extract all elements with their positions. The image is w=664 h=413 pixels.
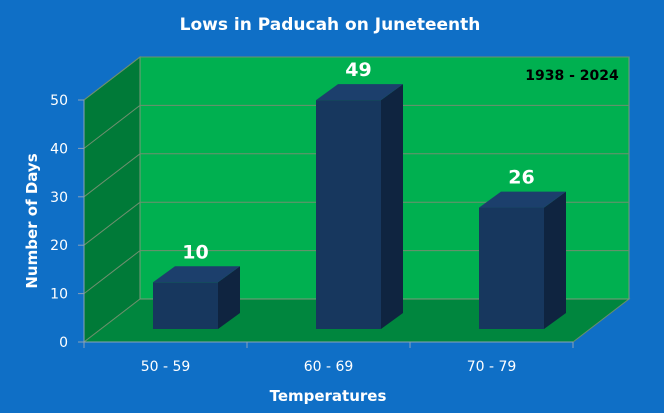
bar-top [316, 84, 403, 101]
y-axis-label: Number of Days [23, 153, 41, 288]
x-tick-label: 70 - 79 [467, 359, 517, 375]
x-tick-label: 60 - 69 [304, 359, 354, 375]
gridline [83, 153, 629, 198]
bar-side [544, 191, 566, 329]
bar: 26 [479, 167, 566, 329]
y-tick-label: 50 [50, 93, 68, 109]
x-tick-label: 50 - 59 [141, 359, 191, 375]
bars: 10 49 26 [153, 59, 566, 330]
bar: 49 [316, 59, 403, 330]
axes [78, 99, 574, 348]
bar-front [479, 207, 544, 329]
bar-front [316, 100, 381, 330]
chart-title: Lows in Paducah on Juneteenth [180, 15, 481, 35]
bar-front [153, 282, 218, 329]
bar-side [218, 266, 240, 329]
gridline [83, 250, 629, 294]
y-tick-label: 20 [50, 238, 68, 254]
y-tick-label: 30 [50, 190, 68, 206]
y-tick-label: 40 [50, 141, 68, 157]
bar-top [153, 266, 240, 283]
y-tick-label: 10 [50, 287, 68, 303]
side-wall [83, 55, 141, 344]
x-axis-label: Temperatures [270, 387, 387, 405]
gridlines [83, 56, 629, 294]
gridline [83, 104, 629, 149]
data-label: 26 [508, 167, 534, 189]
date-range-annotation: 1938 - 2024 [525, 68, 619, 84]
data-label: 10 [182, 241, 208, 263]
data-label: 49 [345, 59, 371, 81]
bar: 10 [153, 241, 240, 329]
tick-labels: 0 10 20 30 40 50 50 - 59 60 - 69 70 - 79 [50, 93, 516, 375]
gridline [83, 201, 629, 246]
bar-top [479, 191, 566, 208]
gridline [83, 56, 629, 101]
bar-side [381, 84, 403, 330]
y-tick-label: 0 [59, 335, 68, 351]
